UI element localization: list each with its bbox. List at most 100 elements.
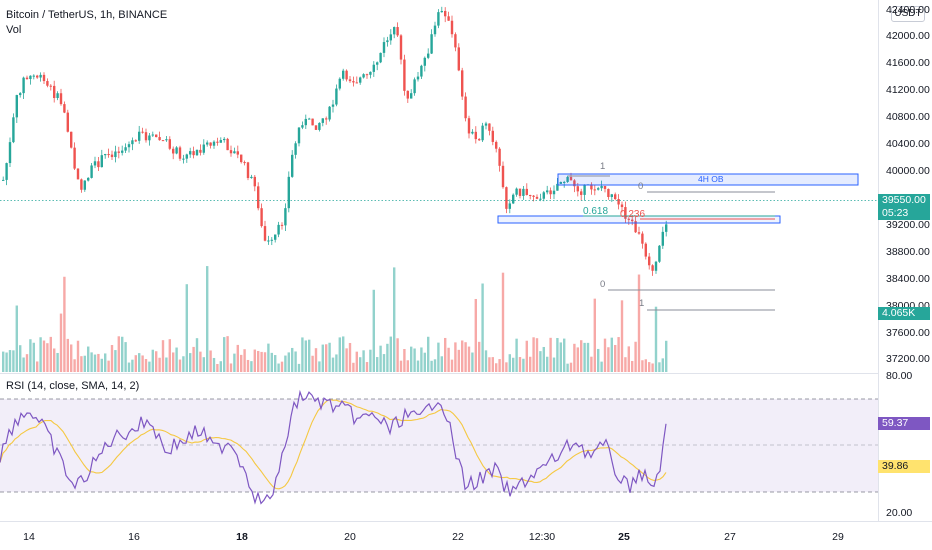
volume-bar bbox=[416, 360, 420, 372]
time-tick: 22 bbox=[452, 531, 464, 543]
candle bbox=[107, 154, 110, 156]
candle bbox=[260, 208, 263, 227]
volume-bar bbox=[355, 351, 358, 372]
volume-bar bbox=[263, 352, 267, 372]
fib-upper-label-236: 0.236 bbox=[620, 209, 646, 220]
volume-legend[interactable]: Vol bbox=[6, 24, 22, 36]
volume-bar bbox=[359, 357, 362, 372]
volume-bar bbox=[410, 346, 413, 372]
candle bbox=[42, 74, 46, 82]
candle bbox=[444, 10, 447, 17]
volume-bar bbox=[454, 342, 457, 372]
candle bbox=[539, 198, 542, 200]
candle bbox=[325, 118, 328, 120]
volume-bar bbox=[620, 300, 624, 372]
candle bbox=[433, 25, 437, 35]
price-tick: 38800.00 bbox=[886, 246, 930, 258]
candle bbox=[73, 147, 76, 169]
candle bbox=[172, 148, 175, 154]
volume-bar bbox=[2, 351, 5, 372]
order-block-box[interactable] bbox=[557, 173, 859, 186]
volume-bar bbox=[369, 349, 372, 372]
volume-bar bbox=[304, 340, 307, 372]
symbol-legend[interactable]: Bitcoin / TetherUS, 1h, BINANCE bbox=[6, 9, 168, 21]
volume-bar bbox=[158, 357, 161, 372]
rsi-legend[interactable]: RSI (14, close, SMA, 14, 2) bbox=[6, 380, 140, 392]
candle bbox=[267, 240, 270, 242]
candle bbox=[338, 78, 341, 89]
volume-bar bbox=[603, 338, 607, 372]
price-tick: 37200.00 bbox=[886, 353, 930, 365]
volume-bar bbox=[49, 336, 52, 372]
candle bbox=[294, 143, 297, 155]
volume-bar bbox=[39, 337, 42, 372]
candle bbox=[134, 140, 137, 142]
candle bbox=[19, 93, 22, 96]
volume-bar bbox=[8, 350, 12, 372]
volume-bar bbox=[168, 339, 171, 372]
volume-bar bbox=[121, 336, 124, 372]
volume-bar bbox=[90, 352, 93, 372]
volume-bar bbox=[110, 345, 114, 372]
volume-bar bbox=[107, 360, 110, 372]
candle bbox=[100, 155, 103, 168]
candle bbox=[386, 40, 389, 43]
candle bbox=[46, 81, 49, 86]
candle bbox=[76, 168, 80, 180]
candle bbox=[311, 118, 314, 126]
candle bbox=[110, 154, 114, 158]
volume-bar bbox=[236, 344, 239, 372]
candle bbox=[641, 233, 644, 244]
candle bbox=[321, 118, 324, 123]
candle bbox=[331, 104, 335, 107]
candle bbox=[393, 27, 396, 35]
volume-bar bbox=[535, 338, 539, 372]
volume-bar bbox=[229, 363, 233, 372]
volume-bar bbox=[97, 353, 100, 372]
candle bbox=[114, 151, 117, 158]
volume-bar bbox=[318, 361, 321, 372]
candle bbox=[168, 139, 171, 149]
volume-bar bbox=[63, 276, 66, 372]
candle bbox=[199, 149, 202, 153]
volume-bar bbox=[73, 359, 76, 372]
fib-lower-label-1: 1 bbox=[639, 298, 645, 309]
candle bbox=[461, 70, 464, 97]
candle bbox=[49, 85, 52, 87]
volume-bar bbox=[219, 361, 222, 372]
candle bbox=[617, 199, 620, 205]
candle bbox=[80, 179, 83, 190]
volume-bar bbox=[661, 358, 664, 372]
candle bbox=[151, 134, 154, 136]
candle bbox=[257, 186, 260, 209]
candle bbox=[250, 176, 253, 179]
rsi-tick: 80.00 bbox=[886, 370, 913, 382]
volume-bar bbox=[406, 360, 409, 372]
candle bbox=[158, 137, 161, 141]
volume-bar bbox=[467, 346, 471, 372]
candle bbox=[450, 20, 454, 35]
volume-bar bbox=[607, 347, 610, 372]
candle bbox=[484, 123, 488, 126]
volume-bar bbox=[240, 354, 243, 372]
candle bbox=[376, 62, 379, 65]
candle bbox=[246, 162, 250, 179]
candle bbox=[556, 183, 559, 191]
candle bbox=[131, 140, 134, 145]
candle bbox=[403, 59, 406, 91]
volume-bar bbox=[566, 363, 569, 372]
volume-bar bbox=[617, 337, 620, 372]
currency-button[interactable]: USDT bbox=[891, 6, 925, 22]
volume-bar bbox=[382, 354, 386, 372]
volume-bar bbox=[175, 347, 178, 372]
volume-bar bbox=[59, 313, 63, 372]
price-tick: 40800.00 bbox=[886, 111, 930, 123]
volume-bar bbox=[501, 272, 505, 372]
candle bbox=[284, 208, 287, 226]
volume-bar bbox=[393, 267, 396, 372]
candle bbox=[382, 42, 386, 53]
order-block-label[interactable]: 4H OB bbox=[698, 174, 724, 184]
volume-bar bbox=[5, 352, 8, 372]
volume-bar bbox=[202, 357, 205, 372]
